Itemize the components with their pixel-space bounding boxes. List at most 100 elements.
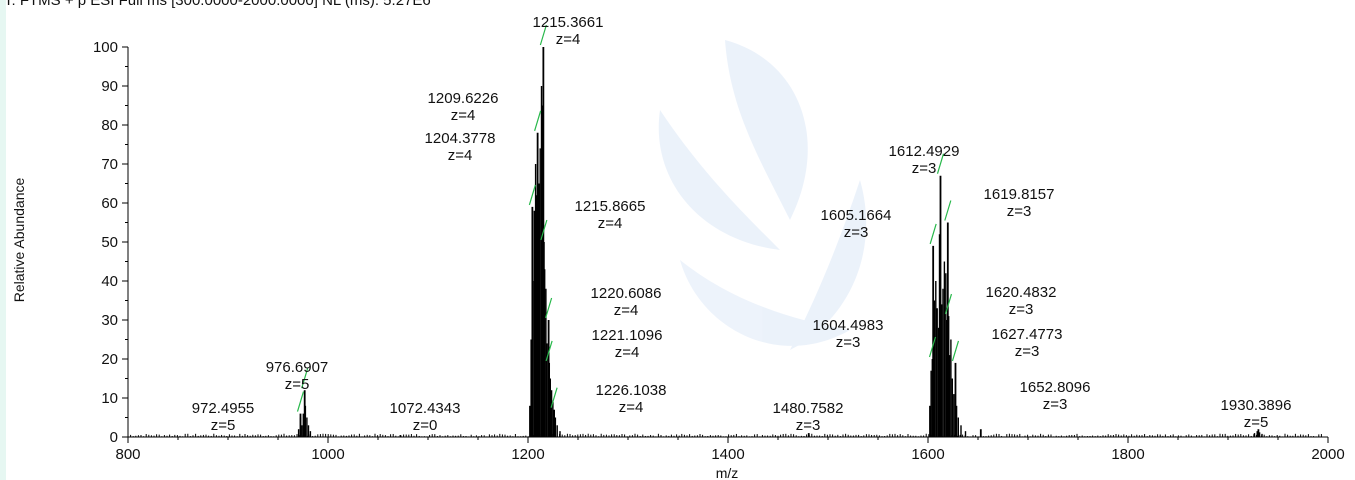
peak-charge-label: z=3 bbox=[796, 417, 821, 434]
y-tick-label: 20 bbox=[101, 351, 118, 368]
peak-mz-label: 1604.4983 bbox=[813, 317, 884, 334]
scan-header: T: FTMS + p ESI Full ms [300.0000-2000.0… bbox=[4, 0, 431, 9]
peak-markers bbox=[296, 24, 960, 412]
peak-charge-label: z=4 bbox=[615, 344, 640, 361]
peak-charge-label: z=3 bbox=[1007, 203, 1032, 220]
y-tick-label: 90 bbox=[101, 78, 118, 95]
peak-charge-label: z=5 bbox=[211, 417, 236, 434]
peak-charge-label: z=4 bbox=[619, 399, 644, 416]
peak-mz-label: 1209.6226 bbox=[428, 90, 499, 107]
peak-charge-label: z=3 bbox=[1043, 396, 1068, 413]
y-tick-label: 100 bbox=[93, 39, 118, 56]
peak-charge-label: z=4 bbox=[614, 302, 639, 319]
x-tick-label: 1200 bbox=[511, 446, 544, 463]
peak-marker bbox=[944, 200, 952, 221]
peak-mz-label: 1215.8665 bbox=[575, 198, 646, 215]
left-panel-strip bbox=[0, 0, 6, 480]
y-tick-label: 30 bbox=[101, 312, 118, 329]
peak-marker bbox=[301, 368, 309, 389]
peak-marker bbox=[545, 297, 553, 319]
peak-mz-label: 1226.1038 bbox=[596, 382, 667, 399]
peak-charge-label: z=3 bbox=[836, 334, 861, 351]
axes: 0 10 20 30 40 50 60 70 80 90 100 800 1000 1200 1400 160… bbox=[93, 39, 1345, 463]
peak-marker bbox=[540, 219, 548, 241]
peak-mz-label: 976.6907 bbox=[266, 359, 329, 376]
peak-mz-label: 1480.7582 bbox=[773, 400, 844, 417]
x-tick-label: 1400 bbox=[711, 446, 744, 463]
peak-charge-label: z=4 bbox=[448, 147, 473, 164]
y-axis-title: Relative Abundance bbox=[11, 178, 27, 303]
y-tick-label: 60 bbox=[101, 195, 118, 212]
peak-marker bbox=[929, 223, 937, 245]
peak-mz-label: 1612.4929 bbox=[889, 143, 960, 160]
peak-marker bbox=[539, 24, 547, 46]
peak-mz-label: 1652.8096 bbox=[1020, 379, 1091, 396]
peak-charge-label: z=4 bbox=[598, 215, 623, 232]
peak-mz-label: 1605.1664 bbox=[821, 207, 892, 224]
peak-charge-label: z=3 bbox=[912, 160, 937, 177]
y-tick-label: 40 bbox=[101, 273, 118, 290]
peak-charge-label: z=5 bbox=[1244, 414, 1269, 431]
x-axis-title: m/z bbox=[716, 465, 739, 480]
peak-marker bbox=[545, 340, 553, 362]
peak-mz-label: 1204.3778 bbox=[425, 130, 496, 147]
peak-marker bbox=[928, 336, 937, 358]
x-tick-label: 2000 bbox=[1311, 446, 1344, 463]
y-tick-label: 10 bbox=[101, 390, 118, 407]
y-tick-label: 50 bbox=[101, 234, 118, 251]
peak-mz-label: 1619.8157 bbox=[984, 186, 1055, 203]
x-tick-label: 800 bbox=[115, 446, 140, 463]
y-tick-label: 70 bbox=[101, 156, 118, 173]
peak-marker bbox=[944, 293, 953, 315]
peak-mz-label: 1221.1096 bbox=[592, 327, 663, 344]
peak-mz-label: 1072.4343 bbox=[390, 400, 461, 417]
peak-marker bbox=[550, 387, 558, 408]
peak-charge-label: z=0 bbox=[413, 417, 438, 434]
peak-charge-label: z=5 bbox=[285, 376, 310, 393]
peak-mz-label: 1627.4773 bbox=[992, 326, 1063, 343]
peak-charge-label: z=4 bbox=[556, 31, 581, 48]
peak-charge-label: z=4 bbox=[451, 107, 476, 124]
peak-marker bbox=[951, 340, 960, 362]
peak-marker bbox=[534, 110, 542, 131]
y-tick-label: 0 bbox=[110, 429, 118, 446]
peak-mz-label: 1930.3896 bbox=[1221, 397, 1292, 414]
peak-marker bbox=[528, 184, 536, 206]
peak-marker bbox=[936, 153, 945, 174]
peak-mz-label: 972.4955 bbox=[192, 400, 255, 417]
peak-charge-label: z=3 bbox=[1009, 301, 1034, 318]
x-tick-label: 1600 bbox=[911, 446, 944, 463]
peak-mz-label: 1215.3661 bbox=[533, 14, 604, 31]
peak-labels: 972.4955z=5976.6907z=51072.4343z=01204.3… bbox=[192, 14, 1292, 434]
y-tick-label: 80 bbox=[101, 117, 118, 134]
peak-mz-label: 1220.6086 bbox=[591, 285, 662, 302]
x-tick-label: 1800 bbox=[1111, 446, 1144, 463]
peak-charge-label: z=3 bbox=[844, 224, 869, 241]
x-tick-label: 1000 bbox=[311, 446, 344, 463]
peak-mz-label: 1620.4832 bbox=[986, 284, 1057, 301]
peak-sticks bbox=[127, 47, 1322, 437]
watermark-logo bbox=[658, 40, 867, 350]
peak-marker bbox=[296, 391, 305, 412]
peak-charge-label: z=3 bbox=[1015, 343, 1040, 360]
